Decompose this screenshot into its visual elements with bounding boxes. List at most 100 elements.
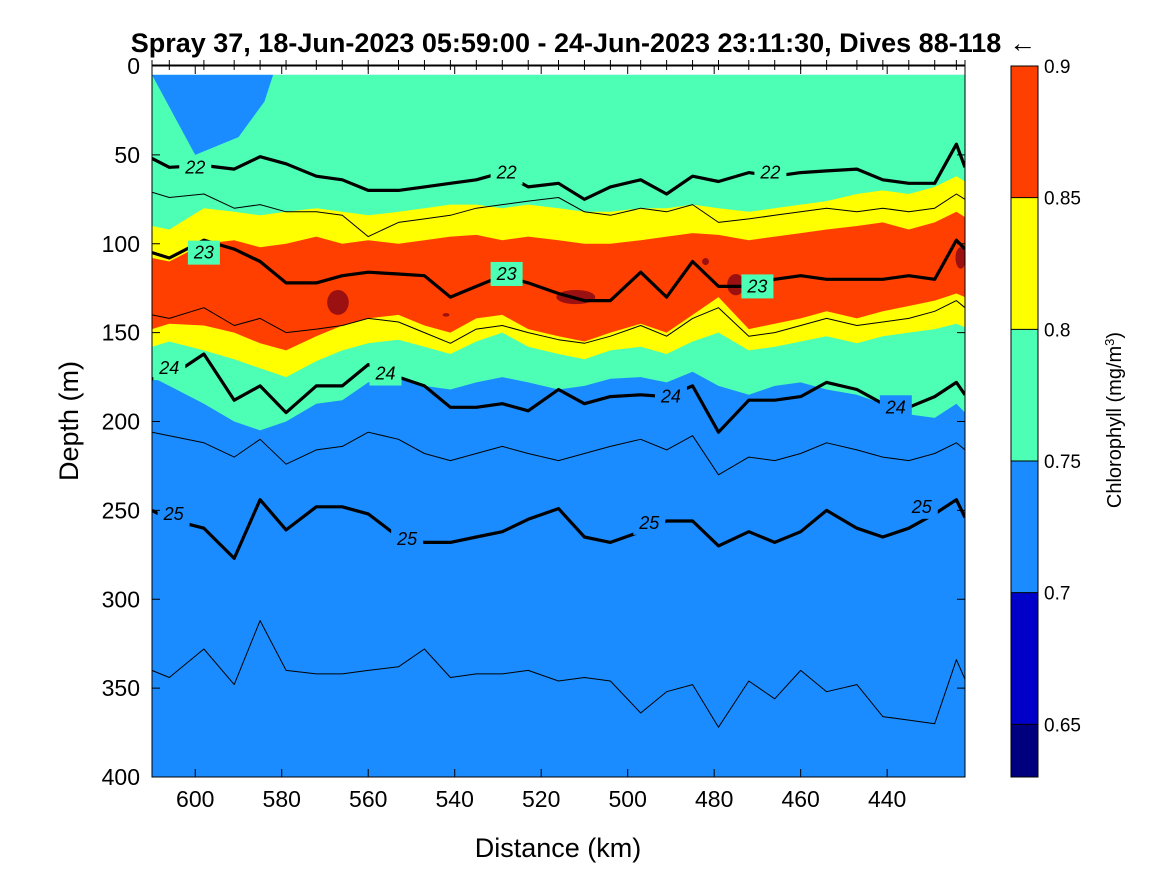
- contour-label-gap: [633, 510, 666, 535]
- colorbar: 0.65 0.7 0.75 0.8 0.85 0.9: [1010, 57, 1081, 778]
- y-tick-label: 100: [102, 231, 140, 257]
- contour-label-text: 24: [885, 397, 906, 417]
- contour-label-text: 25: [396, 529, 418, 549]
- chart-title: Spray 37, 18-Jun-2023 05:59:00 - 24-Jun-…: [0, 28, 1167, 59]
- contour-label-text: 23: [193, 243, 214, 263]
- y-tick-label: 350: [102, 675, 140, 701]
- contour-line-23: [152, 238, 965, 303]
- plot-area: 22 22 22 23 23 23 24 24 24 24 25 25 25 25: [152, 74, 965, 777]
- contour-label: 24: [153, 356, 186, 381]
- surface-blue-patch: [152, 74, 274, 155]
- contour-label: 23: [187, 240, 220, 265]
- contour-label: 25: [905, 494, 938, 519]
- high-chlorophyll-spot: [727, 273, 745, 296]
- contour-label-text: 22: [759, 163, 780, 183]
- x-tick-label: 440: [868, 786, 906, 812]
- contour-label-gap: [369, 361, 402, 386]
- contour-label-gap: [654, 384, 687, 409]
- contour-label-gap: [187, 240, 220, 265]
- colorbar-segment: [1011, 329, 1038, 461]
- contour-label-gap: [391, 526, 424, 551]
- contour-line-24: [152, 352, 965, 434]
- contour-line-22: [152, 142, 965, 201]
- x-tick-label: 600: [176, 786, 214, 812]
- colorbar-tick-label: 0.7: [1044, 584, 1070, 605]
- high-chlorophyll-spot: [442, 313, 450, 317]
- colorbar-tick-label: 0.9: [1044, 57, 1070, 78]
- contour-label-text: 25: [638, 513, 660, 533]
- fill-region-0.85: [152, 211, 965, 351]
- contour-label-text: 24: [660, 387, 681, 407]
- colorbar-label-units: (mg/m: [1104, 346, 1126, 403]
- contour-label-gap: [179, 155, 212, 180]
- contour-label: 25: [157, 501, 190, 526]
- colorbar-segment: [1011, 592, 1038, 725]
- colorbar-label-name: Chlorophyll: [1104, 408, 1126, 508]
- y-axis-label: Depth (m): [54, 361, 84, 481]
- contour-label-gap: [879, 395, 912, 420]
- contour-line-25: [152, 498, 965, 561]
- contour-line-thin: [152, 300, 965, 344]
- contour-label-text: 22: [496, 163, 517, 183]
- x-tick-label: 580: [263, 786, 301, 812]
- colorbar-label: Chlorophyll (mg/m3): [1102, 332, 1127, 508]
- colorbar-tick-label: 0.75: [1044, 452, 1081, 473]
- contour-label-gap: [905, 494, 938, 519]
- high-chlorophyll-spot: [327, 289, 349, 315]
- y-tick-label: 400: [102, 764, 140, 790]
- contour-label: 24: [369, 361, 402, 386]
- x-tick-label: 540: [436, 786, 474, 812]
- colorbar-tick-label: 0.8: [1044, 320, 1070, 341]
- contour-label-gap: [490, 261, 523, 286]
- contour-label: 23: [741, 274, 774, 299]
- contour-line-thin: [152, 620, 965, 728]
- contour-label-text: 24: [158, 358, 179, 378]
- contour-label-text: 25: [911, 497, 933, 517]
- y-tick-label: 150: [102, 320, 140, 346]
- contour-label-text: 24: [375, 364, 396, 384]
- colorbar-label-units-close: ): [1104, 332, 1126, 339]
- contour-label-gap: [490, 160, 523, 185]
- contour-label-text: 23: [746, 276, 767, 296]
- y-tick-label: 300: [102, 586, 140, 612]
- contour-line-thin: [152, 191, 965, 238]
- colorbar-tick-label: 0.65: [1044, 715, 1081, 736]
- contour-label-text: 23: [496, 264, 517, 284]
- contour-label-text: 22: [184, 157, 205, 177]
- contour-label: 23: [490, 261, 523, 286]
- x-tick-label: 480: [695, 786, 733, 812]
- chart-title-text: Spray 37, 18-Jun-2023 05:59:00 - 24-Jun-…: [130, 28, 1002, 58]
- contour-label: 24: [879, 395, 912, 420]
- contour-label: 25: [633, 510, 666, 535]
- x-tick-label: 460: [781, 786, 819, 812]
- x-tick-label: 520: [522, 786, 560, 812]
- contour-label-gap: [754, 160, 787, 185]
- y-tick-label: 250: [102, 497, 140, 523]
- contour-label-gap: [153, 356, 186, 381]
- x-axis-label: Distance (km): [475, 833, 642, 863]
- contour-label: 25: [391, 526, 424, 551]
- contour-label-text: 25: [163, 504, 185, 524]
- colorbar-segment: [1011, 197, 1038, 330]
- left-arrow-icon: ←: [1009, 28, 1037, 58]
- x-tick-label: 560: [349, 786, 387, 812]
- contour-label: 22: [754, 160, 787, 185]
- axes: 600 580 560 540 520 500 480 460 440 0 50 100 150 200 2…: [102, 53, 966, 812]
- contour-label-gap: [157, 501, 190, 526]
- colorbar-tick-label: 0.85: [1044, 189, 1081, 210]
- y-tick-label: 200: [102, 409, 140, 435]
- high-chlorophyll-spot: [955, 247, 965, 269]
- contour-label: 24: [654, 384, 687, 409]
- high-chlorophyll-spot: [702, 257, 709, 266]
- colorbar-segment: [1011, 724, 1038, 777]
- y-tick-label: 50: [114, 142, 140, 168]
- colorbar-label-units-exp: 3: [1102, 339, 1117, 346]
- contour-label-gap: [741, 274, 774, 299]
- contour-line-thin: [152, 431, 965, 476]
- colorbar-segment: [1011, 461, 1038, 593]
- contour-label: 22: [490, 160, 523, 185]
- x-tick-label: 500: [609, 786, 647, 812]
- contour-label: 22: [179, 155, 212, 180]
- colorbar-segment: [1011, 66, 1038, 198]
